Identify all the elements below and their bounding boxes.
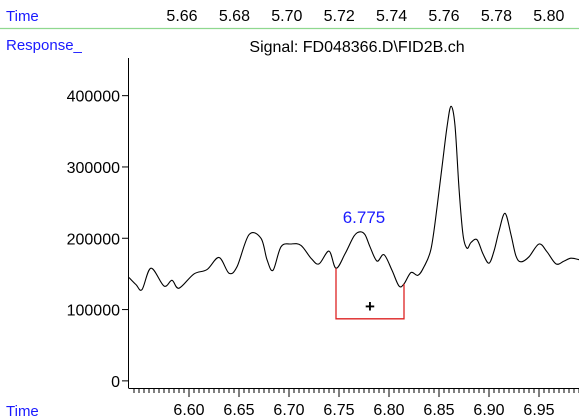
top-tick-label: 5.76 xyxy=(428,8,459,25)
top-tick-label: 5.66 xyxy=(166,8,197,25)
x-tick-label: 6.95 xyxy=(523,402,554,419)
x-tick-label: 6.70 xyxy=(273,402,304,419)
response-axis-label: Response_ xyxy=(6,37,83,54)
y-tick-label: 100000 xyxy=(67,303,120,320)
y-tick-label: 400000 xyxy=(67,89,120,106)
x-tick-label: 6.90 xyxy=(473,402,504,419)
plot-area: 6.775 + xyxy=(128,105,579,320)
x-tick-label: 6.80 xyxy=(373,402,404,419)
x-axis: 6.60 6.65 6.70 6.75 6.80 6.85 6.90 6.95 xyxy=(133,388,579,419)
x-tick-label: 6.60 xyxy=(173,402,204,419)
y-axis: 0 100000 200000 300000 400000 xyxy=(67,89,129,391)
x-tick-label: 6.65 xyxy=(223,402,254,419)
y-tick-label: 0 xyxy=(111,374,120,391)
top-tick-label: 5.68 xyxy=(219,8,250,25)
top-tick-label: 5.78 xyxy=(481,8,512,25)
top-time-axis-label: Time xyxy=(6,8,39,25)
top-tick-label: 5.74 xyxy=(376,8,407,25)
baseline-marker xyxy=(335,268,405,320)
x-tick-label: 6.75 xyxy=(323,402,354,419)
bottom-time-axis-label: Time xyxy=(6,403,39,419)
x-tick-label: 6.85 xyxy=(423,402,454,419)
top-time-tick-labels: 5.66 5.68 5.70 5.72 5.74 5.76 5.78 5.80 xyxy=(166,8,564,25)
top-tick-label: 5.70 xyxy=(271,8,302,25)
y-tick-label: 300000 xyxy=(67,160,120,177)
signal-trace xyxy=(128,105,579,291)
signal-title: Signal: FD048366.D\FID2B.ch xyxy=(249,39,464,56)
top-tick-label: 5.72 xyxy=(324,8,355,25)
cursor-marker: + xyxy=(365,297,375,316)
y-tick-label: 200000 xyxy=(67,231,120,248)
peak-label: 6.775 xyxy=(343,208,386,227)
top-tick-label: 5.80 xyxy=(533,8,564,25)
